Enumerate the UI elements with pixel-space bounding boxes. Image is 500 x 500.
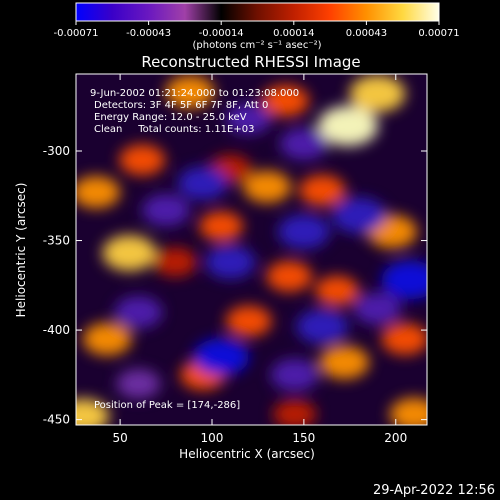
colorbar-tick-label: -0.00014 — [199, 28, 244, 39]
negative-blob — [116, 369, 161, 399]
emission-blob — [317, 105, 378, 146]
colorbar: -0.00071 -0.00043 -0.00014 0.00014 0.00043 0.… — [54, 2, 460, 51]
negative-blob — [142, 194, 190, 227]
colorbar-gradient — [75, 2, 440, 22]
negative-blob — [278, 214, 330, 249]
plot-area — [76, 74, 427, 425]
emission-blob — [243, 170, 292, 203]
emission-blob — [153, 247, 197, 277]
x-tick-label: 150 — [292, 431, 315, 445]
x-tick-label: 200 — [384, 431, 407, 445]
emission-blob — [273, 399, 317, 425]
emission-blob — [165, 75, 215, 109]
annotation-time: 9-Jun-2002 01:21:24.000 to 01:23:08.000 — [90, 88, 299, 99]
negative-blob — [225, 103, 272, 135]
emission-blob — [315, 275, 359, 306]
annotation-clean: Clean Total counts: 1.11E+03 — [94, 124, 254, 135]
colorbar-label: (photons cm⁻² s⁻¹ asec⁻²) — [192, 40, 321, 51]
y-axis: -300 -350 -400 -450 — [43, 144, 427, 427]
plot-frame — [75, 73, 428, 426]
emission-blob — [349, 75, 406, 113]
negative-blob — [279, 127, 328, 160]
y-axis-label: Heliocentric Y (arcsec) — [14, 183, 28, 318]
footer-timestamp: 29-Apr-2022 12:56 — [373, 483, 495, 498]
y-tick-label: -300 — [43, 144, 70, 158]
negative-blob — [332, 197, 386, 234]
negative-blob — [381, 260, 427, 300]
colorbar-tick-label: -0.00071 — [54, 28, 99, 39]
peak-position-label: Position of Peak = [174,-286] — [94, 400, 240, 411]
emission-blob — [76, 176, 121, 209]
x-tick-label: 100 — [201, 431, 224, 445]
emission-blob — [381, 323, 427, 355]
emission-blob — [299, 174, 346, 206]
colorbar-tick-label: -0.00043 — [126, 28, 171, 39]
negative-blob — [193, 338, 250, 376]
emission-blob — [76, 398, 110, 425]
colorbar-tick-label: 0.00043 — [346, 28, 387, 39]
colorbar-tick-label: 0.00014 — [273, 28, 314, 39]
chart-title: Reconstructed RHESSI Image — [141, 53, 360, 71]
emission-blob — [225, 305, 272, 337]
info-annotations: 9-Jun-2002 01:21:24.000 to 01:23:08.000 … — [90, 88, 299, 135]
emission-blob — [319, 345, 370, 380]
emission-blob — [266, 260, 313, 292]
emission-blob — [199, 211, 244, 242]
colorbar-tick-label: 0.00071 — [418, 28, 459, 39]
negative-blob — [353, 292, 402, 325]
negative-blob — [177, 166, 228, 200]
emission-blob — [389, 397, 427, 425]
y-tick-label: -350 — [43, 234, 70, 248]
annotation-energy: Energy Range: 12.0 - 25.0 keV — [94, 112, 247, 123]
negative-blob — [205, 245, 256, 279]
annotation-detectors: Detectors: 3F 4F 5F 6F 7F 8F, Att 0 — [94, 100, 268, 111]
y-tick-label: -450 — [43, 413, 70, 427]
heatmap-layer — [76, 75, 427, 425]
negative-blob — [114, 296, 163, 329]
emission-blob — [262, 85, 309, 117]
x-axis: 50 100 150 200 — [112, 74, 407, 445]
x-tick-label: 50 — [112, 431, 127, 445]
x-axis-label: Heliocentric X (arcsec) — [179, 447, 315, 461]
negative-blob — [296, 309, 349, 344]
colorbar-ticks: -0.00071 -0.00043 -0.00014 0.00014 0.00043 0.… — [54, 21, 460, 39]
negative-blob — [270, 358, 319, 391]
emission-blob — [82, 322, 132, 356]
y-tick-label: -400 — [43, 323, 70, 337]
emission-blob — [102, 235, 157, 272]
emission-blob — [119, 144, 166, 176]
